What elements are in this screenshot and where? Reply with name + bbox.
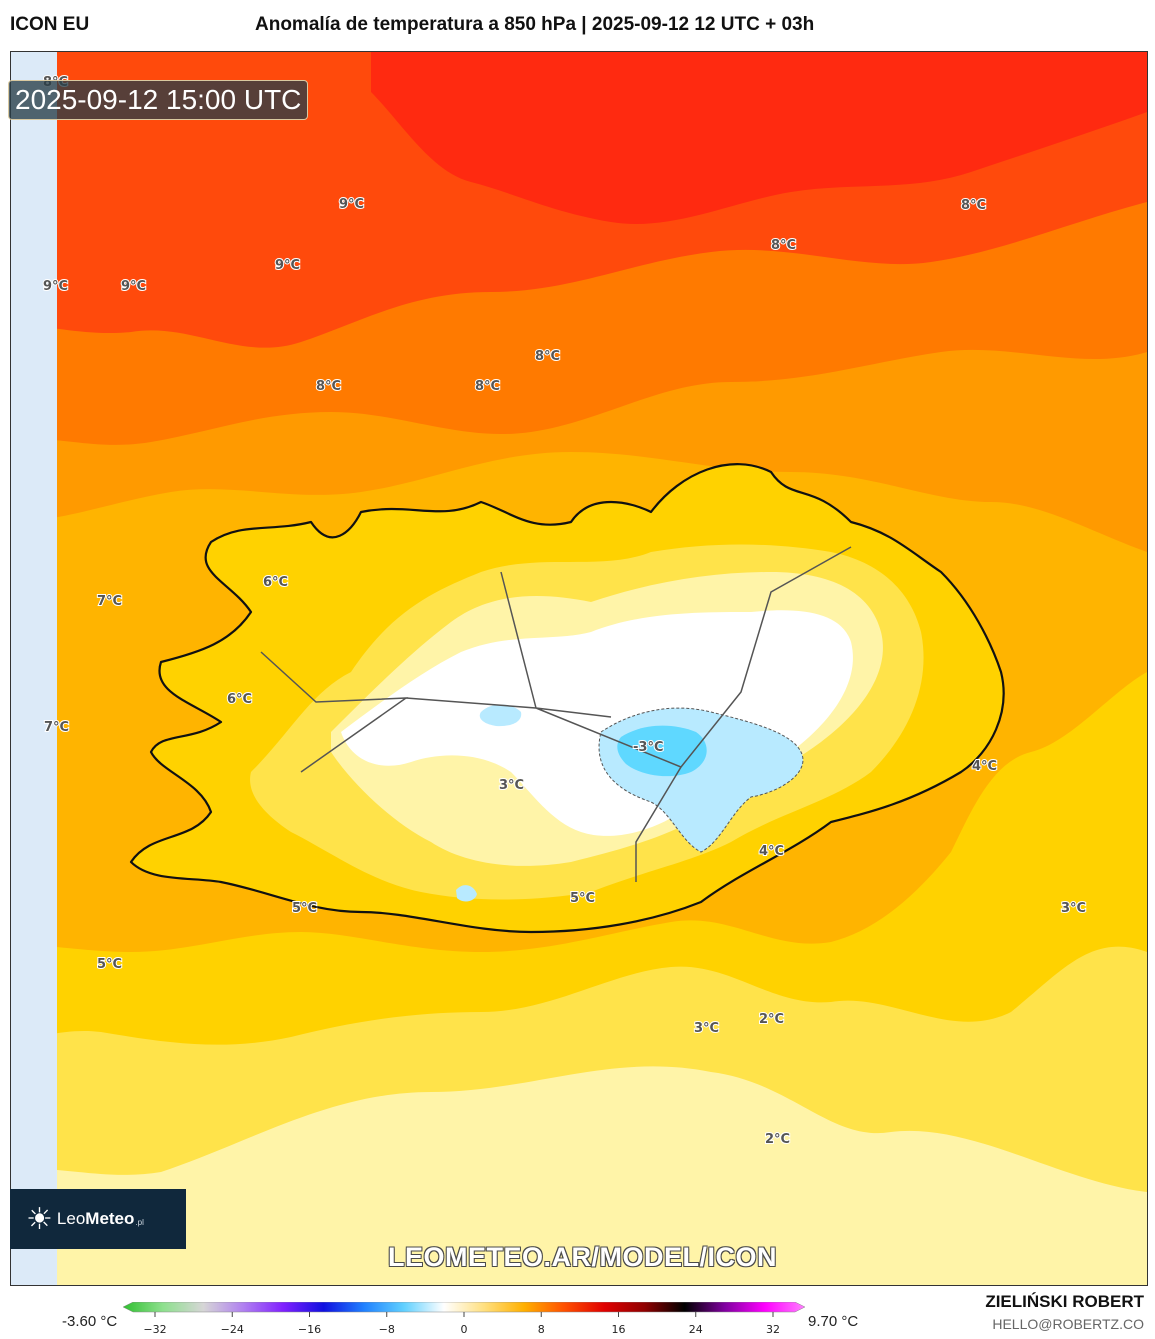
isotherm-label: 8°C — [316, 379, 341, 394]
colorbar-max-label: 9.70 °C — [808, 1313, 859, 1330]
isotherm-label: 7°C — [97, 594, 122, 609]
isotherm-label: 3°C — [1061, 901, 1086, 916]
logo-wordmark: LeoMeteo — [56, 1209, 135, 1228]
isotherm-label: 3°C — [499, 778, 524, 793]
isotherm-label: 5°C — [292, 901, 317, 916]
valid-time-badge: 2025-09-12 15:00 UTC — [8, 80, 309, 120]
colorbar-tick-label: 0 — [461, 1323, 468, 1336]
isotherm-label: 9°C — [339, 197, 364, 212]
author-credit: ZIELIŃSKI ROBERT — [985, 1292, 1144, 1311]
isotherm-label: 9°C — [275, 258, 300, 273]
leometeo-logo[interactable]: ☀ LeoMeteo .pl — [10, 1189, 186, 1249]
map-canvas: 8°C 9°C 9°C 9°C 9°C 8°C 8°C 8°C 8°C 8°C … — [11, 52, 1147, 1285]
author-email[interactable]: HELLO@ROBERTZ.CO — [992, 1316, 1144, 1332]
colorbar-min-label: -3.60 °C — [62, 1313, 118, 1330]
isotherm-label: 6°C — [263, 575, 288, 590]
map-title: Anomalía de temperatura a 850 hPa | 2025… — [255, 14, 815, 35]
isotherm-label: 8°C — [535, 349, 560, 364]
logo-suffix: .pl — [135, 1217, 144, 1227]
band-deep-red — [371, 52, 1147, 225]
isotherm-label: 4°C — [972, 759, 997, 774]
temperature-anomaly-map: 8°C 9°C 9°C 9°C 9°C 8°C 8°C 8°C 8°C 8°C … — [10, 51, 1148, 1286]
isotherm-label: 9°C — [121, 279, 146, 294]
colorbar-tick-label: 24 — [689, 1323, 703, 1336]
colorbar-tick-label: −32 — [143, 1323, 166, 1336]
site-watermark: LEOMETEO.AR/MODEL/ICON — [388, 1242, 777, 1272]
region-boundary — [260, 546, 852, 882]
langjokull-blue — [479, 704, 522, 727]
iceland-coastline — [129, 463, 1005, 934]
isotherm-label: 2°C — [759, 1012, 784, 1027]
left-edge-strip — [11, 52, 57, 1285]
colorbar-ramp — [123, 1302, 806, 1313]
isotherm-label: 4°C — [759, 844, 784, 859]
isotherm-label: 8°C — [475, 379, 500, 394]
myrdalsjokull-blue — [456, 885, 477, 902]
isotherm-label: 5°C — [570, 891, 595, 906]
colorbar-tick-label: 32 — [766, 1323, 780, 1336]
isotherm-labels: 8°C 9°C 9°C 9°C 9°C 8°C 8°C 8°C 8°C 8°C … — [42, 74, 1087, 1148]
isotherm-label: 6°C — [227, 692, 252, 707]
isotherm-label: 8°C — [771, 238, 796, 253]
glacier-contour — [598, 707, 804, 853]
isotherm-label: 9°C — [43, 279, 68, 294]
colorbar-tick-label: −16 — [298, 1323, 321, 1336]
colorbar-tick-label: −8 — [379, 1323, 395, 1336]
isotherm-label: 2°C — [765, 1132, 790, 1147]
colorbar: −32 −24 −16 −8 0 8 16 24 32 — [123, 1302, 806, 1336]
model-name: ICON EU — [10, 14, 90, 35]
isotherm-label: -3°C — [633, 740, 663, 755]
isotherm-label: 7°C — [44, 720, 69, 735]
colorbar-ticks: −32 −24 −16 −8 0 8 16 24 32 — [143, 1312, 780, 1336]
colorbar-tick-label: 8 — [538, 1323, 545, 1336]
isotherm-label: 3°C — [694, 1021, 719, 1036]
colorbar-tick-label: −24 — [221, 1323, 244, 1336]
colorbar-tick-label: 16 — [612, 1323, 626, 1336]
isotherm-label: 5°C — [97, 957, 122, 972]
isotherm-label: 8°C — [961, 198, 986, 213]
sun-icon: ☀ — [26, 1202, 53, 1236]
